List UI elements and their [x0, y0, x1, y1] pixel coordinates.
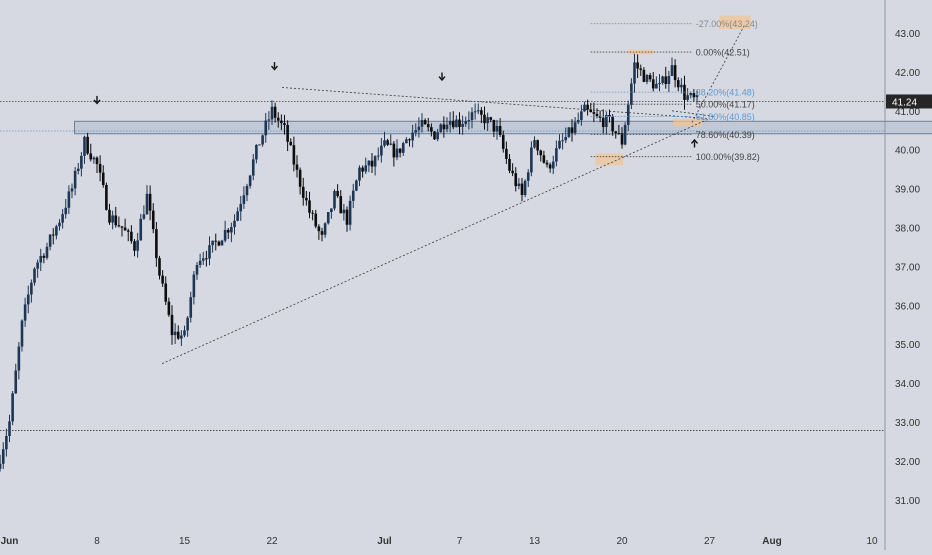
candle	[439, 123, 442, 133]
y-tick-label: 34.00	[895, 379, 920, 390]
orange-zone-1	[628, 50, 653, 55]
candle	[258, 144, 261, 145]
fib-label: 78.60%(40.39)	[696, 130, 755, 140]
x-tick-label: 15	[179, 536, 191, 547]
fib-label: 38.20%(41.48)	[696, 88, 755, 98]
x-tick-label: Jun	[1, 536, 19, 547]
candle	[327, 212, 330, 225]
fib-label: 61.80%(40.85)	[696, 112, 755, 122]
x-tick-label: 10	[866, 536, 878, 547]
y-tick-label: 40.00	[895, 146, 920, 157]
candle	[333, 189, 336, 210]
x-tick-label: 20	[616, 536, 628, 547]
x-tick-label: 27	[704, 536, 716, 547]
y-tick-label: 39.00	[895, 185, 920, 196]
y-tick-label: 35.00	[895, 340, 920, 351]
x-tick-label: Jul	[377, 536, 392, 547]
x-tick-label: 22	[266, 536, 278, 547]
last-price-tag-group: 41.24	[886, 94, 932, 108]
candle	[568, 127, 571, 138]
y-tick-label: 43.00	[895, 29, 920, 40]
fib-label: 0.00%(42.51)	[696, 48, 750, 58]
candle	[11, 391, 14, 425]
candle	[105, 183, 108, 211]
y-tick-label: 33.00	[895, 418, 920, 429]
fib-label: -27.00%(43.24)	[696, 19, 758, 29]
candle	[433, 131, 436, 140]
y-tick-label: 37.00	[895, 262, 920, 273]
candle	[355, 179, 358, 191]
candle	[524, 179, 527, 197]
y-tick-label: 42.00	[895, 68, 920, 79]
fib-label: 100.00%(39.82)	[696, 152, 760, 162]
x-tick-label: 8	[94, 536, 100, 547]
fib-label: 50.00%(41.17)	[696, 100, 755, 110]
x-tick-label: 7	[457, 536, 463, 547]
y-tick-label: 38.00	[895, 224, 920, 235]
x-tick-label: Aug	[762, 536, 781, 547]
y-tick-label: 31.00	[895, 496, 920, 507]
x-tick-label: 13	[529, 536, 541, 547]
candle	[221, 240, 224, 246]
y-tick-label: 36.00	[895, 301, 920, 312]
y-tick-label: 32.00	[895, 457, 920, 468]
last-price-label: 41.24	[892, 97, 917, 108]
candle	[624, 122, 627, 145]
